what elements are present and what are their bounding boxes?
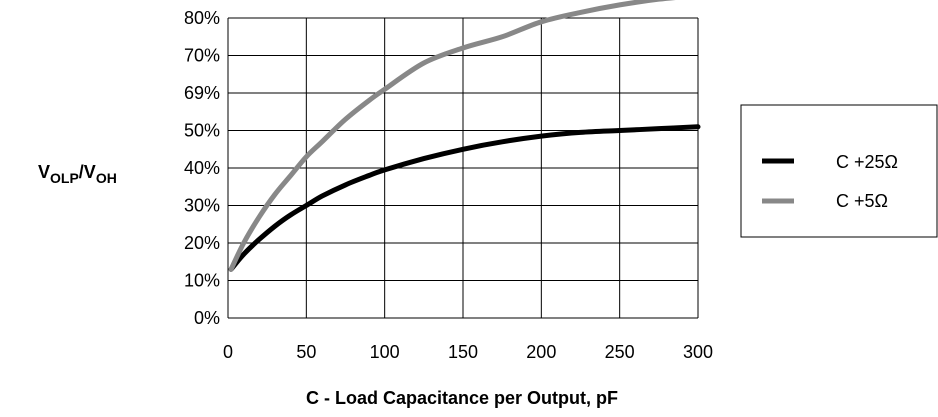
x-axis-title: C - Load Capacitance per Output, pF bbox=[306, 388, 618, 408]
series-line-0 bbox=[228, 124, 701, 272]
y-tick-label: 70% bbox=[184, 46, 220, 66]
x-tick-label: 200 bbox=[526, 342, 556, 362]
y-tick-label: 80% bbox=[184, 8, 220, 28]
y-tick-label: 10% bbox=[184, 271, 220, 291]
x-tick-label: 150 bbox=[448, 342, 478, 362]
y-tick-label: 30% bbox=[184, 196, 220, 216]
legend-label-c5: C +5Ω bbox=[836, 191, 888, 211]
series-lines bbox=[228, 0, 701, 272]
y-tick-label: 50% bbox=[184, 121, 220, 141]
x-tick-label: 100 bbox=[370, 342, 400, 362]
legend-box bbox=[740, 104, 938, 238]
y-axis-title: VOLP/VOH bbox=[38, 162, 117, 186]
y-tick-label: 40% bbox=[184, 158, 220, 178]
x-tick-label: 0 bbox=[223, 342, 233, 362]
y-tick-label: 0% bbox=[194, 308, 220, 328]
grid bbox=[227, 17, 699, 319]
x-tick-labels: 0 50 100 150 200 250 300 bbox=[223, 342, 713, 362]
y-tick-labels: 0% 10% 20% 30% 40% 50% 69% 70% 80% bbox=[184, 8, 220, 328]
series-line-1 bbox=[228, 0, 676, 272]
legend-label-c25: C +25Ω bbox=[836, 152, 898, 172]
x-tick-label: 300 bbox=[683, 342, 713, 362]
x-tick-label: 50 bbox=[296, 342, 316, 362]
legend: C +25Ω C +5Ω bbox=[740, 104, 938, 238]
y-tick-label: 69% bbox=[184, 83, 220, 103]
x-tick-label: 250 bbox=[605, 342, 635, 362]
y-tick-label: 20% bbox=[184, 233, 220, 253]
